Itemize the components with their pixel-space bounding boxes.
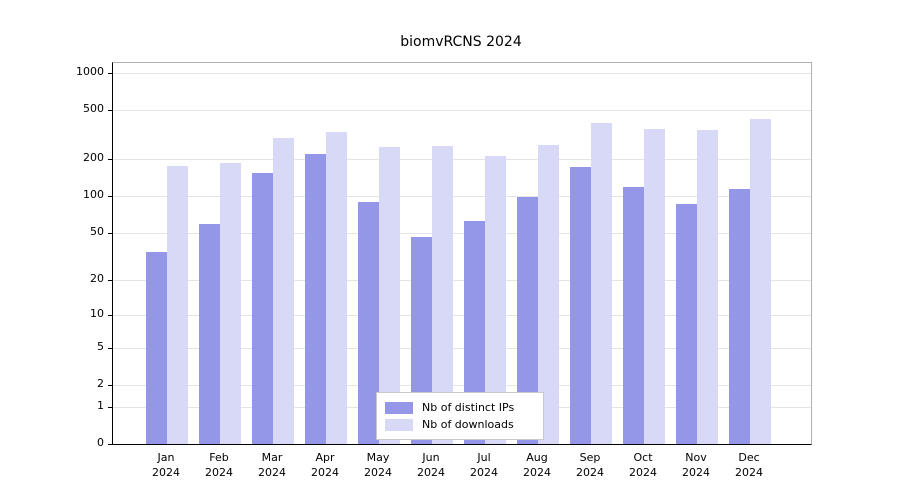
- x-tick-label: Sep 2024: [576, 451, 604, 479]
- legend: Nb of distinct IPs Nb of downloads: [376, 392, 544, 440]
- bar-distinct-ips: [570, 166, 591, 444]
- y-tick-label: 500: [83, 102, 104, 115]
- bar-distinct-ips: [358, 202, 379, 444]
- y-tick-label: 5: [97, 339, 104, 353]
- bar-distinct-ips: [676, 204, 697, 444]
- x-tick-label: Aug 2024: [523, 451, 551, 479]
- x-tick-label: Apr 2024: [311, 451, 339, 479]
- x-tick-label: May 2024: [364, 451, 392, 479]
- x-tick-label: Jun 2024: [417, 451, 445, 479]
- chart-title: biomvRCNS 2024: [400, 34, 522, 50]
- y-tick-label: 50: [90, 224, 104, 238]
- bar-downloads: [167, 165, 188, 444]
- legend-label-downloads: Nb of downloads: [422, 418, 514, 431]
- bar-distinct-ips: [199, 224, 220, 444]
- x-tick-label: Feb 2024: [205, 451, 233, 479]
- bar-downloads: [273, 137, 294, 444]
- plot-area: [108, 62, 812, 445]
- bar-downloads: [538, 145, 559, 444]
- bar-distinct-ips: [305, 154, 326, 444]
- bar-downloads: [326, 132, 347, 444]
- bar-downloads: [644, 129, 665, 444]
- y-tick-mark: [108, 159, 112, 161]
- y-tick-label: 0: [97, 436, 104, 449]
- legend-item-downloads: Nb of downloads: [385, 416, 533, 433]
- y-tick-label: 10: [90, 307, 104, 321]
- gridline: [113, 280, 811, 282]
- gridline: [113, 315, 811, 317]
- x-tick-label: Jan 2024: [152, 451, 180, 479]
- bar-distinct-ips: [464, 220, 485, 444]
- y-tick-mark: [108, 280, 112, 282]
- bar-distinct-ips: [729, 189, 750, 444]
- legend-item-distinct-ips: Nb of distinct IPs: [385, 399, 533, 416]
- bar-downloads: [432, 145, 453, 444]
- x-tick-label: Mar 2024: [258, 451, 286, 479]
- gridline: [113, 385, 811, 386]
- y-tick-label: 1000: [76, 64, 104, 78]
- y-tick-mark: [108, 347, 112, 349]
- bar-downloads: [750, 119, 771, 444]
- y-tick-mark: [108, 72, 112, 74]
- y-tick-mark: [108, 315, 112, 317]
- bar-downloads: [591, 122, 612, 444]
- gridline: [113, 72, 811, 74]
- y-tick-label: 1: [97, 398, 104, 412]
- y-tick-mark: [108, 444, 112, 445]
- y-tick-label: 20: [90, 272, 104, 286]
- x-tick-label: Oct 2024: [629, 451, 657, 479]
- gridline: [113, 347, 811, 349]
- bar-distinct-ips: [623, 186, 644, 444]
- x-tick-label: Jul 2024: [470, 451, 498, 479]
- gridline: [113, 159, 811, 161]
- bar-downloads: [379, 147, 400, 444]
- x-tick-label: Nov 2024: [682, 451, 710, 479]
- bar-distinct-ips: [252, 173, 273, 444]
- bar-distinct-ips: [146, 251, 167, 444]
- gridline: [113, 232, 811, 234]
- bar-downloads: [697, 129, 718, 444]
- legend-label-distinct-ips: Nb of distinct IPs: [422, 401, 515, 414]
- gridline: [113, 196, 811, 198]
- bar-downloads: [220, 163, 241, 444]
- bar-downloads: [485, 156, 506, 444]
- y-tick-mark: [108, 110, 112, 111]
- legend-swatch-downloads: [385, 418, 413, 431]
- y-tick-mark: [108, 232, 112, 234]
- y-tick-mark: [108, 406, 112, 408]
- y-tick-mark: [108, 385, 112, 386]
- x-tick-label: Dec 2024: [735, 451, 763, 479]
- y-tick-label: 2: [97, 377, 104, 390]
- y-tick-label: 200: [83, 151, 104, 165]
- y-tick-mark: [108, 196, 112, 198]
- gridline: [113, 110, 811, 111]
- legend-swatch-distinct-ips: [385, 401, 413, 414]
- y-tick-label: 100: [83, 188, 104, 202]
- bar-distinct-ips: [517, 196, 538, 444]
